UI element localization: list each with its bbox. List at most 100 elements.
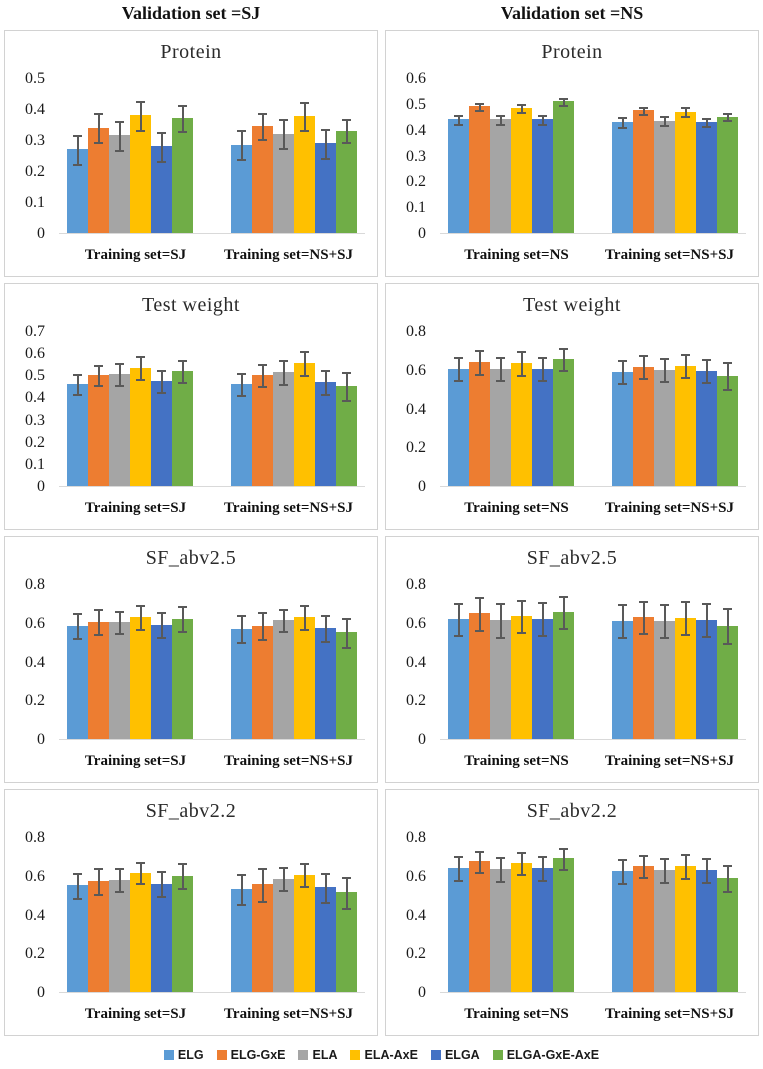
error-bar <box>237 615 246 645</box>
bar-elg <box>612 870 633 992</box>
bar-ela <box>273 619 294 739</box>
bar-slot-ela-axe <box>511 585 532 739</box>
bar-ela <box>490 368 511 486</box>
chart-title: SF_abv2.5 <box>145 547 237 569</box>
bar-slot-ela <box>109 332 130 486</box>
error-bar <box>702 117 711 129</box>
bar-slot-elg <box>448 585 469 739</box>
error-bar <box>178 359 187 385</box>
error-bar <box>300 101 309 132</box>
error-bar <box>639 355 648 381</box>
legend-item-ela-axe: ELA-AxE <box>350 1048 418 1062</box>
error-bar <box>702 603 711 639</box>
bar-slot-elg-gxe <box>252 332 273 486</box>
error-bar <box>300 863 309 889</box>
error-bar <box>496 114 505 127</box>
bar-slot-elga <box>315 332 336 486</box>
bar-elga-gxe-axe <box>172 370 193 486</box>
legend-item-elg-gxe: ELG-GxE <box>216 1048 285 1062</box>
chart-panel-sf-abv2.5-ns: SF_abv2.5 0 0.2 0.4 0.6 0.8 Training set=NS Tra… <box>385 536 759 783</box>
bar-slot-elg <box>612 838 633 992</box>
error-bar <box>279 608 288 633</box>
bar-elg <box>612 371 633 486</box>
error-bar <box>136 605 145 631</box>
bar-slot-elg <box>67 79 88 233</box>
group-label: Training set=SJ <box>84 247 187 263</box>
bar-slot-elg-gxe <box>88 585 109 739</box>
bar-slot-ela <box>654 585 675 739</box>
error-bar <box>538 357 547 383</box>
bar-slot-elg-gxe <box>469 585 490 739</box>
bar-elga-gxe-axe <box>717 116 738 233</box>
error-bar <box>237 372 246 398</box>
error-bar <box>157 369 166 395</box>
bar-slot-ela <box>273 79 294 233</box>
bar-slot-ela <box>654 79 675 233</box>
bar-slot-ela <box>273 838 294 992</box>
error-bar <box>660 358 669 384</box>
error-bar <box>178 863 187 891</box>
bar-group <box>67 585 193 739</box>
y-tick-label: 0.4 <box>406 906 426 924</box>
bar-slot-elg <box>231 79 252 233</box>
bar-elg-gxe <box>88 621 109 739</box>
group-label: Training set=NS <box>464 247 569 263</box>
error-bar <box>157 612 166 640</box>
bar-ela <box>654 369 675 486</box>
error-bar <box>517 852 526 877</box>
group-label: Training set=SJ <box>84 500 187 516</box>
bar-elg-gxe <box>252 375 273 486</box>
bar-group <box>448 585 574 739</box>
bar-ela-axe <box>130 616 151 739</box>
error-bar <box>94 609 103 637</box>
bar-elg-gxe <box>469 613 490 739</box>
group-label: Training set=NS+SJ <box>605 247 734 263</box>
bar-slot-ela-axe <box>294 838 315 992</box>
bar-ela <box>654 120 675 233</box>
bar-slot-elga <box>315 79 336 233</box>
y-axis: 0 0.2 0.4 0.6 0.8 <box>386 829 432 1001</box>
x-axis-group-labels: Training set=NS Training set=NS+SJ <box>440 1006 746 1023</box>
bar-ela-axe <box>675 866 696 992</box>
bar-elg <box>67 384 88 486</box>
bar-elg <box>612 620 633 739</box>
plot-area <box>440 79 746 234</box>
legend-item-elg: ELG <box>163 1048 204 1062</box>
error-bar <box>258 868 267 903</box>
y-tick-label: 0.5 <box>406 95 426 113</box>
bar-slot-ela <box>654 332 675 486</box>
error-bar <box>496 357 505 383</box>
group-label: Training set=NS <box>464 753 569 769</box>
chart-panel-test-weight-ns: Test weight 0 0.2 0.4 0.6 0.8 Training set=NS T… <box>385 283 759 530</box>
x-axis-group-labels: Training set=NS Training set=NS+SJ <box>440 247 746 264</box>
bar-slot-elga-gxe-axe <box>717 585 738 739</box>
error-bar <box>723 362 732 392</box>
bar-group <box>612 79 738 233</box>
bar-ela-axe <box>130 872 151 992</box>
bar-elga <box>315 381 336 486</box>
bar-slot-elg <box>448 79 469 233</box>
bar-ela <box>109 374 130 486</box>
y-tick-label: 0.4 <box>25 906 45 924</box>
y-tick-label: 0 <box>418 478 426 495</box>
y-tick-label: 0.5 <box>25 70 45 87</box>
chart-title: Protein <box>541 41 603 63</box>
bar-slot-ela-axe <box>511 838 532 992</box>
bar-slot-ela-axe <box>130 79 151 233</box>
bar-slot-elga-gxe-axe <box>553 79 574 233</box>
y-axis: 0 0.2 0.4 0.6 0.8 <box>5 576 51 748</box>
bar-slot-elga-gxe-axe <box>172 585 193 739</box>
error-bar <box>237 130 246 162</box>
bar-elg-gxe <box>88 375 109 486</box>
y-tick-label: 0.6 <box>406 614 426 632</box>
y-tick-label: 0 <box>37 225 45 242</box>
bar-slot-ela <box>490 838 511 992</box>
bar-elga <box>151 624 172 739</box>
y-tick-label: 0.6 <box>406 361 426 379</box>
error-bar <box>258 113 267 141</box>
bar-slot-ela <box>490 585 511 739</box>
legend: ELG ELG-GxE ELA ELA-AxE ELGA ELGA-GxE-AxE <box>0 1043 763 1067</box>
bar-ela <box>109 621 130 739</box>
chart-panel-sf-abv2.2-ns: SF_abv2.2 0 0.2 0.4 0.6 0.8 Training set=NS Tra… <box>385 789 759 1036</box>
plot-area <box>59 79 365 234</box>
